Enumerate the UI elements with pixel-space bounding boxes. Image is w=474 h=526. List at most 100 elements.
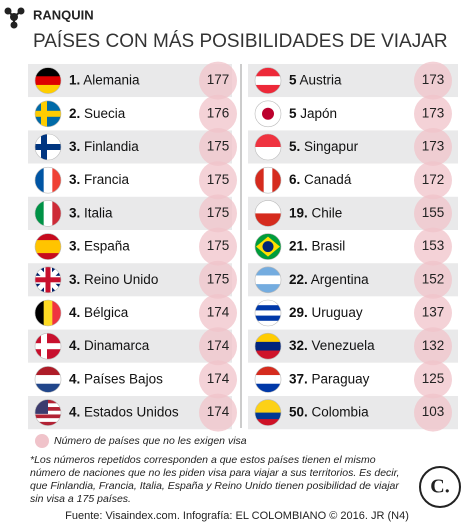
row-bg — [28, 196, 232, 230]
row-label: 5 Japón — [289, 105, 337, 120]
value: 137 — [422, 305, 445, 320]
flag — [35, 167, 61, 194]
flag-outline — [254, 332, 282, 360]
flag-outline — [254, 166, 282, 194]
rank: 3. — [69, 139, 80, 154]
flag — [255, 333, 281, 360]
rank: 22. — [289, 271, 308, 286]
flag-stripe — [43, 200, 53, 227]
row-label: 1. Alemania — [69, 72, 140, 87]
value-circle — [414, 360, 452, 399]
value: 175 — [207, 139, 230, 154]
rank: 3. — [69, 271, 80, 286]
flag-stripe — [255, 300, 281, 306]
value: 174 — [207, 338, 230, 353]
flag-cross — [45, 266, 51, 293]
row-label: 5 Austria — [289, 72, 342, 87]
row-bg — [28, 396, 232, 430]
country: Bélgica — [84, 305, 129, 320]
row-bg — [28, 362, 232, 396]
row-label: 3. Francia — [69, 172, 130, 187]
rank: 3. — [69, 238, 80, 253]
value: 155 — [422, 205, 445, 220]
value-circle — [414, 128, 452, 166]
rank: 2. — [69, 105, 80, 120]
value-circle — [414, 94, 452, 133]
flag-outline — [34, 266, 62, 294]
flag-stripe — [35, 240, 61, 248]
flag-stripe — [35, 167, 45, 194]
row-label: 22. Argentina — [289, 271, 369, 286]
flag-stripe — [255, 134, 281, 148]
flag-stripe — [255, 383, 281, 393]
flag-cross — [41, 333, 47, 360]
flag-stripe — [255, 147, 281, 160]
rank: 21. — [289, 238, 308, 253]
row-label: 3. Italia — [69, 205, 113, 220]
flag-stripe — [255, 341, 281, 352]
flag-stripe — [255, 419, 281, 426]
value-circle — [414, 393, 452, 432]
row-bg — [28, 130, 232, 164]
country: Colombia — [312, 404, 370, 419]
flag-stripe — [35, 233, 61, 241]
row-label: 4. Dinamarca — [69, 338, 150, 353]
rank: 5 — [289, 72, 297, 87]
row-bg — [28, 64, 232, 98]
row-label: 3. España — [69, 238, 130, 253]
flag-cross — [35, 144, 61, 150]
flag — [255, 167, 281, 194]
flag-outline — [254, 299, 282, 327]
value-circle — [414, 227, 452, 266]
row-label: 4. Países Bajos — [69, 371, 163, 386]
flag — [255, 366, 281, 393]
rank: 3. — [69, 205, 80, 220]
flag-stripe — [35, 375, 61, 385]
footnote: *Los números repetidos corresponden a qu… — [30, 454, 400, 505]
value: 152 — [422, 271, 445, 286]
flag-cross — [41, 100, 47, 127]
flag — [255, 67, 281, 94]
flag — [255, 100, 281, 127]
value: 174 — [207, 404, 230, 419]
flag-stripe — [52, 167, 61, 194]
value-circle — [414, 327, 452, 366]
flag-cross — [35, 343, 61, 350]
flag — [255, 300, 281, 326]
flag-outline — [254, 133, 282, 161]
country: Finlandia — [84, 139, 139, 154]
flag-outline — [254, 266, 282, 294]
value: 173 — [422, 105, 445, 120]
flag — [255, 233, 281, 260]
flag — [35, 266, 61, 293]
flag-outline — [34, 100, 62, 128]
value: 173 — [422, 72, 445, 87]
country: Francia — [84, 172, 130, 187]
value-circle — [414, 161, 452, 200]
flag-stripe — [43, 167, 53, 194]
country: Reino Unido — [84, 271, 158, 286]
flag-stripe — [35, 76, 61, 86]
country: Países Bajos — [84, 371, 163, 386]
flag-stripe — [35, 246, 61, 254]
flag-stripe — [35, 418, 61, 423]
flag-stripe — [35, 414, 61, 419]
flag-outline — [34, 200, 62, 227]
row-bg — [28, 263, 232, 297]
rank: 50. — [289, 404, 308, 419]
row-label: 19. Chile — [289, 205, 342, 220]
flag — [35, 300, 61, 326]
value: 175 — [207, 271, 230, 286]
flag — [35, 67, 61, 94]
flag-stripe — [35, 67, 61, 77]
flag-cross — [35, 110, 61, 117]
value: 177 — [207, 72, 230, 87]
flag-outline — [34, 332, 62, 360]
country: Singapur — [304, 139, 359, 154]
country: Brasil — [312, 238, 346, 253]
rank: 4. — [69, 404, 80, 419]
row-label: 50. Colombia — [289, 404, 369, 419]
rank: 5. — [289, 139, 300, 154]
flag-outline — [34, 133, 62, 161]
rank: 4. — [69, 338, 80, 353]
